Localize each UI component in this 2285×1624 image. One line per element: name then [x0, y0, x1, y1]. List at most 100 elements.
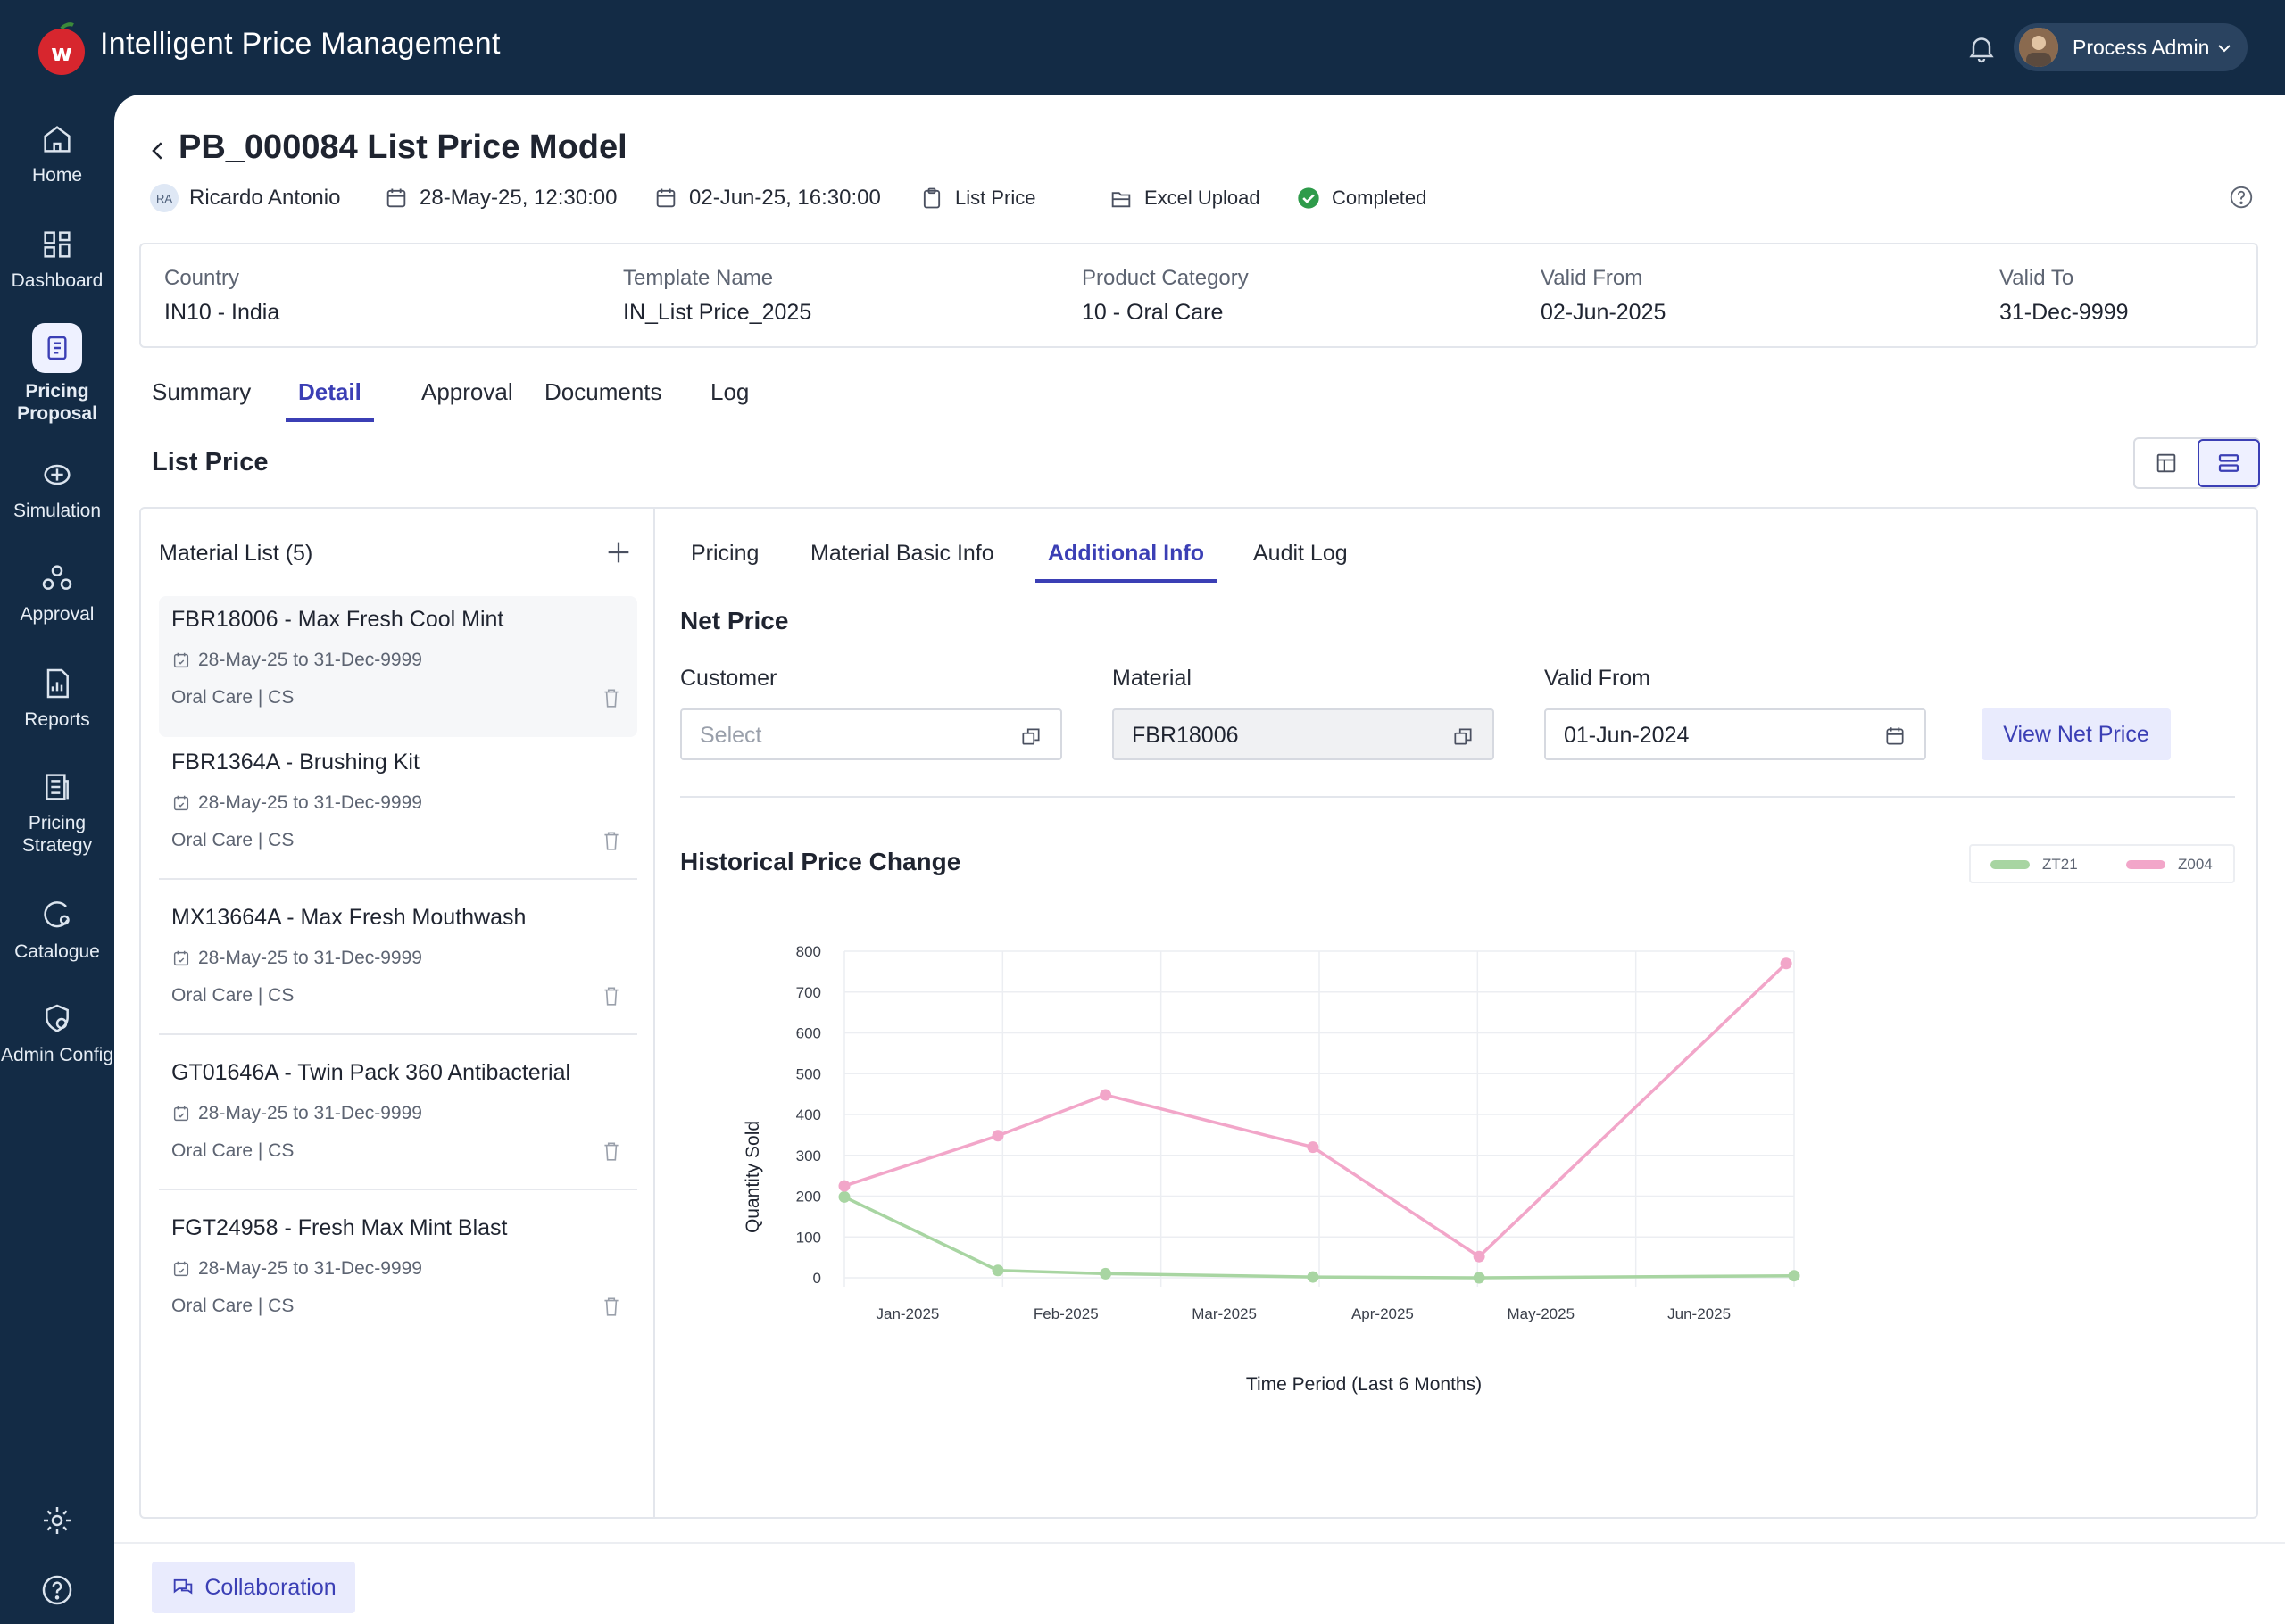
data-point-zt21	[1473, 1272, 1485, 1284]
material-label: Material	[1112, 666, 1192, 691]
sidebar-item-catalogue[interactable]: Catalogue	[0, 898, 114, 963]
trash-icon[interactable]	[600, 828, 623, 853]
calendar-check-icon	[171, 949, 191, 968]
sidebar-item-label: Admin Config	[0, 1045, 114, 1065]
sidebar-item-label: Home	[31, 165, 83, 186]
created-date: 28-May-25, 12:30:00	[384, 180, 617, 216]
sidebar-item-approval[interactable]: Approval	[0, 560, 114, 626]
avatar	[2019, 28, 2058, 67]
calendar-check-icon	[171, 793, 191, 813]
svg-text:w: w	[51, 40, 72, 67]
back-arrow-icon[interactable]	[145, 137, 171, 164]
sidebar-item-label: Approval	[20, 604, 95, 625]
notification-bell-icon[interactable]	[1965, 32, 1998, 64]
help-icon[interactable]	[2228, 184, 2255, 211]
pricing-strategy-icon	[39, 769, 75, 805]
dashboard-icon	[39, 227, 75, 262]
x-tick-label: Apr-2025	[1351, 1305, 1414, 1322]
detail-tabs: Pricing Material Basic Info Additional I…	[691, 541, 1762, 585]
open-lookup-icon[interactable]	[1019, 725, 1043, 748]
tab-summary[interactable]: Summary	[152, 378, 252, 405]
legend-item[interactable]: ZT21	[1990, 856, 2078, 874]
table-view-icon[interactable]	[2135, 439, 2198, 487]
sidebar-item-dashboard[interactable]: Dashboard	[0, 227, 114, 292]
tab-documents[interactable]: Documents	[544, 378, 662, 405]
tab-approval[interactable]: Approval	[421, 378, 513, 405]
list-item[interactable]: FBR1364A - Brushing Kit 28-May-25 to 31-…	[159, 739, 637, 880]
data-point-z004	[1473, 1250, 1485, 1263]
sidebar-item-home[interactable]: Home	[0, 121, 114, 186]
settings-gear-icon[interactable]	[39, 1503, 75, 1538]
trash-icon[interactable]	[600, 685, 623, 710]
proposal-source: Excel Upload	[1109, 180, 1260, 216]
calendar-icon[interactable]	[1883, 725, 1907, 748]
home-icon	[39, 121, 75, 157]
sidebar-item-admin-config[interactable]: Admin Config	[0, 1001, 114, 1066]
upload-file-icon	[1109, 186, 1134, 211]
list-item[interactable]: GT01646A - Twin Pack 360 Antibacterial 2…	[159, 1049, 637, 1190]
tab-pricing[interactable]: Pricing	[691, 541, 760, 566]
valid-from-date-field[interactable]: 01-Jun-2024	[1544, 708, 1926, 760]
footer: Collaboration	[114, 1542, 2285, 1624]
user-menu[interactable]: Process Admin	[2014, 23, 2248, 71]
calendar-icon	[384, 186, 409, 211]
customer-label: Customer	[680, 666, 777, 691]
tab-detail[interactable]: Detail	[286, 378, 374, 422]
sidebar-item-label: Reports	[24, 709, 90, 730]
x-tick-label: Feb-2025	[1034, 1305, 1099, 1322]
chat-bubbles-icon	[170, 1575, 195, 1600]
view-toggle	[2133, 437, 2260, 489]
app-logo[interactable]: w	[34, 21, 89, 77]
sidebar-item-pricing-strategy[interactable]: Pricing Strategy	[0, 769, 114, 857]
tab-additional-info[interactable]: Additional Info	[1035, 541, 1217, 583]
info-product-category: Product Category 10 - Oral Care	[1082, 266, 1249, 325]
net-price-title: Net Price	[680, 607, 789, 634]
add-icon[interactable]	[603, 537, 634, 568]
check-circle-icon	[1296, 186, 1321, 211]
legend-item[interactable]: Z004	[2126, 856, 2213, 874]
sidebar-item-label: Pricing Proposal	[17, 381, 97, 424]
data-point-z004	[1100, 1089, 1112, 1101]
data-point-zt21	[1307, 1271, 1319, 1283]
y-tick-label: 200	[796, 1189, 821, 1206]
list-item[interactable]: MX13664A - Max Fresh Mouthwash 28-May-25…	[159, 894, 637, 1035]
header-info-card: Country IN10 - India Template Name IN_Li…	[139, 243, 2258, 348]
y-tick-label: 400	[796, 1106, 821, 1123]
list-item[interactable]: FGT24958 - Fresh Max Mint Blast 28-May-2…	[159, 1205, 637, 1346]
calendar-check-icon	[171, 1104, 191, 1123]
tab-log[interactable]: Log	[710, 378, 750, 405]
data-point-zt21	[838, 1190, 851, 1203]
x-tick-label: Jan-2025	[876, 1305, 939, 1322]
pricing-proposal-icon	[32, 323, 82, 373]
sidebar: Home Dashboard Pricing Proposal Simulati…	[0, 95, 114, 1624]
data-point-z004	[992, 1130, 1004, 1142]
material-field: FBR18006	[1112, 708, 1494, 760]
sidebar-item-simulation[interactable]: Simulation	[0, 457, 114, 522]
trash-icon[interactable]	[600, 983, 623, 1008]
chart-legend: ZT21 Z004	[1969, 844, 2235, 883]
help-icon[interactable]	[39, 1572, 75, 1608]
reports-icon	[39, 666, 75, 701]
trash-icon[interactable]	[600, 1294, 623, 1319]
sidebar-item-reports[interactable]: Reports	[0, 666, 114, 731]
tab-material-basic-info[interactable]: Material Basic Info	[810, 541, 994, 566]
approval-icon	[39, 560, 75, 596]
trash-icon[interactable]	[600, 1139, 623, 1164]
material-list: Material List (5) FBR18006 - Max Fresh C…	[141, 509, 655, 1517]
list-item[interactable]: FBR18006 - Max Fresh Cool Mint 28-May-25…	[159, 596, 637, 737]
sidebar-item-pricing-proposal[interactable]: Pricing Proposal	[0, 323, 114, 425]
y-tick-label: 500	[796, 1065, 821, 1082]
tab-audit-log[interactable]: Audit Log	[1253, 541, 1348, 566]
y-tick-label: 800	[796, 943, 821, 960]
workspace: Material List (5) FBR18006 - Max Fresh C…	[139, 507, 2258, 1519]
data-point-z004	[1307, 1141, 1319, 1154]
open-lookup-icon	[1451, 725, 1475, 748]
info-valid-to: Valid To 31-Dec-9999	[1999, 266, 2129, 325]
customer-select[interactable]: Select	[680, 708, 1062, 760]
view-net-price-button[interactable]: View Net Price	[1982, 708, 2171, 760]
collaboration-button[interactable]: Collaboration	[152, 1562, 355, 1613]
list-view-icon[interactable]	[2198, 439, 2260, 487]
data-point-zt21	[992, 1264, 1004, 1277]
info-valid-from: Valid From 02-Jun-2025	[1541, 266, 1666, 325]
updated-date: 02-Jun-25, 16:30:00	[653, 180, 881, 216]
